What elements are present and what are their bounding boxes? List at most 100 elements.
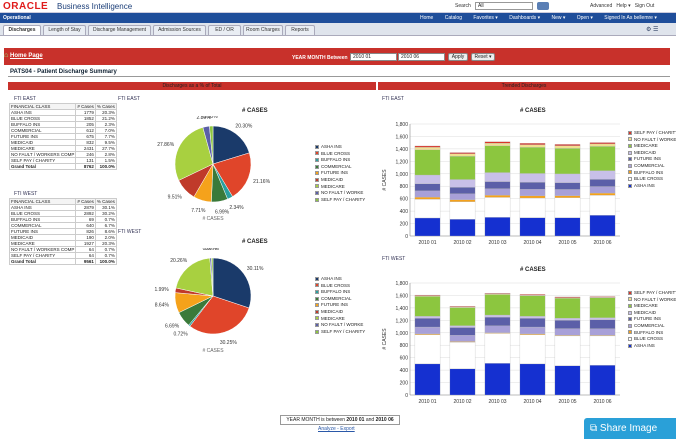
bar-segment-blue-cross[interactable] bbox=[554, 335, 581, 366]
bar-segment-future-ins[interactable] bbox=[414, 183, 441, 192]
legend-item[interactable]: COMMERCIAL bbox=[315, 296, 365, 303]
legend-item[interactable]: MEDICARE bbox=[628, 143, 676, 150]
legend-item[interactable]: FUTURE INS bbox=[628, 316, 676, 323]
search-scope-select[interactable]: All bbox=[475, 2, 533, 10]
financial-class-cell[interactable]: Grand Total bbox=[8, 163, 77, 170]
bar-segment-future-ins[interactable] bbox=[519, 182, 546, 190]
bar-segment-self-pay-charity[interactable] bbox=[589, 142, 616, 145]
sign-out-link[interactable]: Sign Out bbox=[634, 3, 655, 9]
bar-segment-future-ins[interactable] bbox=[554, 320, 581, 329]
bar-segment-asha-ins[interactable] bbox=[589, 215, 616, 237]
bar-segment-medicare[interactable] bbox=[519, 295, 546, 317]
nav-home[interactable]: Home bbox=[420, 15, 434, 21]
bar-segment-asha-ins[interactable] bbox=[414, 217, 441, 237]
legend-item[interactable]: COMMERCIAL bbox=[628, 323, 676, 330]
bar-segment-medicaid[interactable] bbox=[484, 314, 511, 318]
analyze-export-links[interactable]: Analyze - Export bbox=[318, 426, 355, 432]
legend-item[interactable]: BUFFALO INS bbox=[315, 157, 365, 164]
nav-open[interactable]: Open ▾ bbox=[576, 15, 593, 21]
tab-room-charges[interactable]: Room Charges bbox=[243, 25, 283, 35]
bar-segment-asha-ins[interactable] bbox=[519, 363, 546, 396]
bar-segment-future-ins[interactable] bbox=[414, 318, 441, 328]
bar-segment-self-pay-charity[interactable] bbox=[554, 144, 581, 146]
share-image-button[interactable]: ⧉ Share Image bbox=[584, 418, 676, 439]
bar-segment-future-ins[interactable] bbox=[484, 181, 511, 189]
bar-segment-blue-cross[interactable] bbox=[554, 197, 581, 218]
bar-segment-asha-ins[interactable] bbox=[449, 368, 476, 396]
bar-segment-buffalo-ins[interactable] bbox=[589, 192, 616, 196]
legend-item[interactable]: NO FAULT / WORKE bbox=[315, 322, 365, 329]
legend-item[interactable]: FUTURE INS bbox=[628, 156, 676, 163]
bar-segment-self-pay-charity[interactable] bbox=[519, 143, 546, 145]
bar-segment-medicare[interactable] bbox=[554, 298, 581, 319]
bar-segment-commercial[interactable] bbox=[589, 328, 616, 336]
tab-ed-or[interactable]: ED / OR bbox=[208, 25, 241, 35]
nav-dashboards[interactable]: Dashboards ▾ bbox=[509, 15, 541, 21]
legend-item[interactable]: BLUE CROSS bbox=[628, 336, 676, 343]
legend-item[interactable]: ASHA INS bbox=[628, 343, 676, 350]
search-go-button[interactable] bbox=[537, 2, 549, 10]
bar-segment-medicaid[interactable] bbox=[449, 325, 476, 328]
bar-segment-buffalo-ins[interactable] bbox=[519, 195, 546, 199]
home-icon[interactable]: ⌂ bbox=[4, 52, 9, 59]
bar-segment-future-ins[interactable] bbox=[589, 319, 616, 329]
bar-segment-medicare[interactable] bbox=[484, 294, 511, 316]
bar-segment-medicare[interactable] bbox=[449, 307, 476, 326]
home-page-link[interactable]: Home Page bbox=[10, 53, 43, 59]
bar-segment-commercial[interactable] bbox=[484, 325, 511, 333]
legend-item[interactable]: NO FAULT / WORKE bbox=[315, 190, 365, 197]
bar-segment-commercial[interactable] bbox=[589, 186, 616, 194]
financial-class-cell[interactable]: NO FAULT / WORKERS COMP bbox=[8, 151, 77, 158]
bar-segment-self-pay-charity[interactable] bbox=[414, 294, 441, 296]
legend-item[interactable]: MEDICAID bbox=[628, 310, 676, 317]
legend-item[interactable]: COMMERCIAL bbox=[628, 163, 676, 170]
bar-segment-self-pay-charity[interactable] bbox=[414, 145, 441, 148]
bar-segment-future-ins[interactable] bbox=[449, 187, 476, 194]
bar-segment-medicare[interactable] bbox=[589, 146, 616, 171]
legend-item[interactable]: FUTURE INS bbox=[315, 170, 365, 177]
bar-segment-medicaid[interactable] bbox=[589, 170, 616, 180]
bar-segment-blue-cross[interactable] bbox=[519, 334, 546, 365]
bar-segment-no-fault-workers-comp[interactable] bbox=[449, 153, 476, 157]
advanced-link[interactable]: Advanced bbox=[590, 3, 613, 9]
bar-segment-asha-ins[interactable] bbox=[519, 217, 546, 237]
bar-segment-commercial[interactable] bbox=[414, 190, 441, 198]
bar-segment-self-pay-charity[interactable] bbox=[484, 292, 511, 294]
legend-item[interactable]: SELF PAY / CHARITY bbox=[315, 197, 365, 204]
bar-segment-medicaid[interactable] bbox=[519, 173, 546, 183]
nav-favorites[interactable]: Favorites ▾ bbox=[473, 15, 498, 21]
bar-segment-medicaid[interactable] bbox=[589, 317, 616, 320]
bar-segment-future-ins[interactable] bbox=[589, 179, 616, 187]
pie-slice-self-pay-charity[interactable] bbox=[211, 257, 214, 297]
bar-segment-medicaid[interactable] bbox=[414, 316, 441, 319]
legend-item[interactable]: BLUE CROSS bbox=[315, 283, 365, 290]
bar-segment-asha-ins[interactable] bbox=[554, 365, 581, 396]
bar-segment-no-fault-workers-comp[interactable] bbox=[484, 143, 511, 146]
pie-slice-asha-ins[interactable] bbox=[212, 125, 250, 165]
bar-segment-medicaid[interactable] bbox=[484, 172, 511, 182]
bar-segment-asha-ins[interactable] bbox=[414, 363, 441, 396]
bar-segment-no-fault-workers-comp[interactable] bbox=[589, 143, 616, 147]
bar-segment-self-pay-charity[interactable] bbox=[519, 294, 546, 296]
year-month-from-input[interactable]: 2010 01 bbox=[350, 53, 397, 61]
bar-segment-asha-ins[interactable] bbox=[554, 217, 581, 237]
legend-item[interactable]: MEDICARE bbox=[315, 184, 365, 191]
nav-catalog[interactable]: Catalog bbox=[444, 15, 462, 21]
nav-new[interactable]: New ▾ bbox=[551, 15, 566, 21]
bar-segment-medicare[interactable] bbox=[554, 148, 581, 175]
bar-segment-self-pay-charity[interactable] bbox=[449, 152, 476, 154]
bar-segment-commercial[interactable] bbox=[519, 189, 546, 197]
bar-segment-self-pay-charity[interactable] bbox=[589, 296, 616, 298]
legend-item[interactable]: MEDICAID bbox=[315, 177, 365, 184]
pie-slice-blue-cross[interactable] bbox=[212, 152, 252, 197]
pie-slice-medicare[interactable] bbox=[174, 127, 214, 181]
bar-segment-medicare[interactable] bbox=[519, 147, 546, 174]
legend-item[interactable]: SELF PAY / CHARITY bbox=[628, 290, 676, 297]
legend-item[interactable]: SELF PAY / CHARITY bbox=[628, 130, 676, 137]
bar-segment-blue-cross[interactable] bbox=[414, 199, 441, 219]
bar-segment-commercial[interactable] bbox=[449, 193, 476, 200]
bar-segment-buffalo-ins[interactable] bbox=[414, 196, 441, 200]
legend-item[interactable]: BUFFALO INS bbox=[628, 170, 676, 177]
pie-slice-blue-cross[interactable] bbox=[189, 295, 250, 335]
bar-segment-blue-cross[interactable] bbox=[414, 334, 441, 365]
